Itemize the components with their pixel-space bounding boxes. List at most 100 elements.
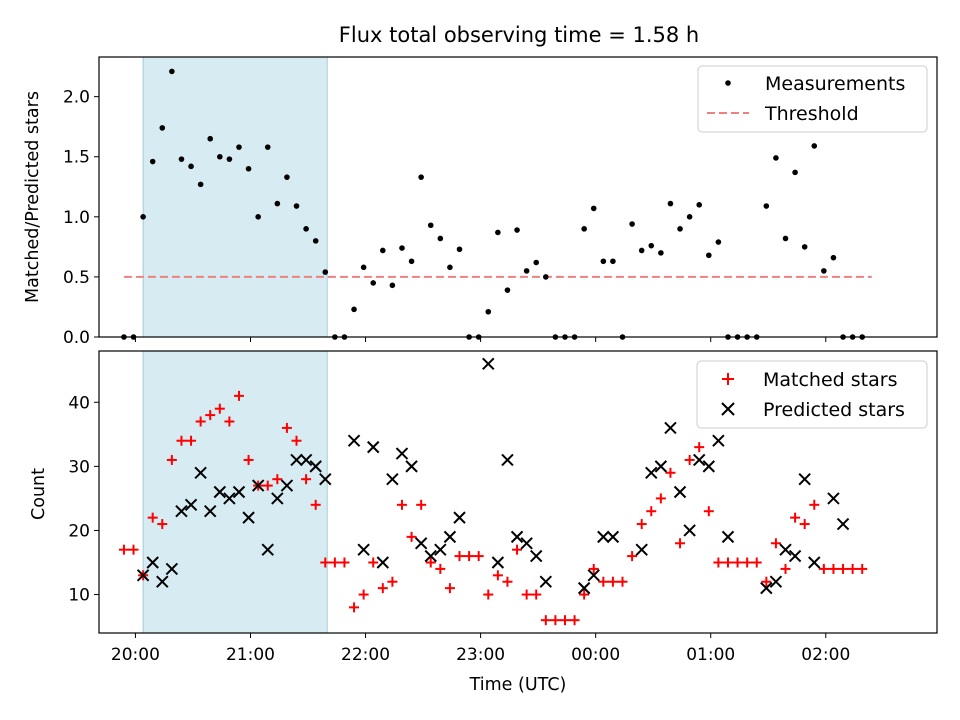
predicted-x-b: [271, 492, 284, 505]
bot-ytick-label: 20: [68, 521, 90, 541]
matched-star-point: [224, 416, 235, 427]
predicted-x-b: [491, 556, 505, 569]
predicted-x-b: [530, 549, 543, 563]
measurement-point: [427, 222, 434, 229]
predicted-x-b: [136, 569, 150, 582]
predicted-star-point: [453, 511, 466, 524]
predicted-x-b: [577, 581, 591, 595]
measurement-point: [523, 268, 530, 274]
matched-star-point: [502, 576, 513, 587]
bottom-xticks: 20:00 21:00 22:00 23:00 00:00 01:00 02:00: [111, 633, 850, 665]
predicted-star-point: [204, 505, 217, 518]
predicted-x-b: [232, 485, 246, 499]
predicted-star-point: [443, 530, 457, 544]
predicted-star-point: [395, 447, 409, 460]
matched-star-point: [675, 538, 686, 549]
legend-matched-label: Matched stars: [763, 369, 897, 391]
predicted-star-point: [788, 549, 802, 563]
bottom-legend-box: [696, 360, 928, 429]
measurement-point: [149, 158, 156, 165]
measurement-point: [389, 282, 396, 289]
matched-star-point: [339, 557, 350, 568]
predicted-x-b: [319, 472, 332, 486]
predicted-x-b: [204, 505, 217, 518]
measurement-point: [830, 254, 837, 261]
predicted-x-b: [386, 472, 399, 486]
predicted-star-point: [405, 460, 418, 473]
matched-star-point: [396, 499, 407, 510]
legend-matched-marker: [722, 373, 734, 385]
predicted-star-point: [510, 530, 524, 544]
top-ytick-label: 1.5: [63, 148, 90, 168]
measurement-point: [178, 156, 185, 162]
measurement-point: [188, 163, 194, 170]
predicted-x-b: [395, 447, 409, 460]
predicted-star-point: [673, 485, 687, 499]
predicted-star-point: [414, 537, 428, 550]
matched-star-point: [435, 563, 446, 574]
predicted-x-b: [769, 575, 783, 588]
predicted-star-point: [232, 485, 246, 499]
measurement-point: [485, 308, 492, 315]
measurement-point: [811, 143, 818, 149]
matched-star-point: [540, 615, 551, 626]
matched-star-point: [464, 551, 475, 562]
predicted-star-point: [702, 460, 716, 473]
predicted-x-b: [827, 492, 840, 505]
predicted-star-point: [798, 472, 811, 486]
measurement-point: [274, 200, 281, 207]
predicted-x-b: [712, 434, 725, 447]
predicted-x-b: [798, 472, 811, 486]
top-legend-box: [697, 65, 928, 133]
predicted-star-point: [175, 505, 188, 518]
predicted-star-point: [760, 581, 773, 595]
matched-star-point: [684, 454, 695, 465]
predicted-star-point: [184, 498, 198, 512]
measurement-point: [696, 202, 703, 208]
measurement-point: [686, 214, 693, 220]
matched-star-point: [550, 615, 561, 626]
predicted-star-point: [367, 440, 380, 454]
bot-xtick-label: 20:00: [111, 645, 160, 665]
measurement-point: [207, 135, 214, 142]
matched-star-point: [607, 576, 618, 587]
bot-ytick-label: 40: [68, 393, 90, 413]
predicted-x-b: [146, 556, 159, 569]
measurement-point: [629, 221, 635, 227]
measurement-point: [284, 174, 290, 180]
measurement-point: [782, 235, 789, 242]
top-ytick-label: 0.0: [63, 328, 90, 348]
matched-star-point: [349, 602, 360, 613]
measurement-point: [792, 169, 798, 176]
bot-xtick-label: 22:00: [341, 645, 390, 665]
bottom-axes-frame: [98, 350, 938, 634]
matched-star-point: [655, 493, 666, 504]
predicted-star-point: [693, 453, 706, 467]
predicted-x-b: [424, 549, 437, 563]
matched-star-point: [387, 576, 398, 587]
matched-star-point: [598, 576, 609, 587]
predicted-star-point: [683, 524, 696, 537]
bot-xtick-label: 01:00: [686, 645, 735, 665]
matched-star-point: [281, 422, 292, 433]
measurement-point: [638, 247, 645, 254]
predicted-x-b: [251, 479, 265, 492]
predicted-x-b: [702, 460, 716, 473]
predicted-star-point: [376, 556, 390, 569]
bottom-shaded-span: [142, 350, 328, 634]
predicted-star-point: [645, 466, 658, 479]
matched-star-point: [406, 531, 417, 542]
predicted-x-b: [376, 556, 390, 569]
measurement-point: [447, 264, 453, 271]
matched-star-point: [617, 576, 628, 587]
measurement-point: [236, 144, 242, 150]
matched-star-point: [358, 589, 369, 600]
top-axes-frame: [98, 56, 938, 338]
bot-xtick-label: 21:00: [226, 645, 275, 665]
matched-star-point: [186, 435, 197, 446]
predicted-x-b: [501, 453, 514, 467]
matched-star-point: [166, 454, 177, 465]
measurement-point: [590, 205, 597, 212]
matched-star-point: [416, 499, 427, 510]
matched-star-point: [118, 544, 129, 555]
